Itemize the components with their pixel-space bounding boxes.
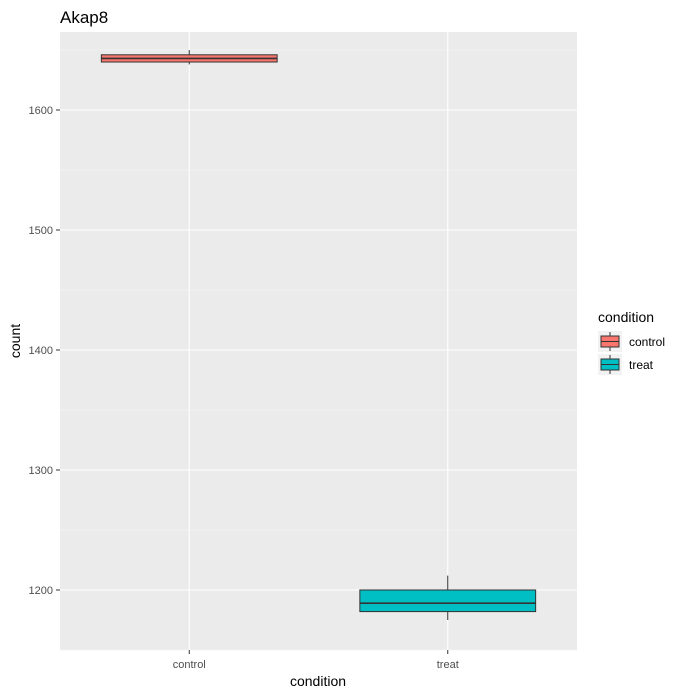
legend-label: control (629, 335, 665, 349)
x-axis-title: condition (290, 673, 346, 689)
plot-panel (60, 32, 577, 650)
legend-label: treat (629, 358, 654, 372)
y-tick-label: 1600 (29, 105, 53, 117)
box-body (359, 589, 537, 613)
x-tick-label: treat (437, 659, 459, 671)
y-tick-label: 1400 (29, 345, 53, 357)
box-control (100, 50, 278, 65)
x-axis-ticks: control treat (173, 650, 459, 671)
y-tick-label: 1200 (29, 585, 53, 597)
boxplots (100, 50, 537, 620)
chart-title: Akap8 (60, 8, 108, 27)
gridlines (60, 32, 577, 651)
box-treat (359, 575, 537, 620)
y-axis-title: count (7, 324, 23, 358)
legend-item-treat: treat (598, 354, 654, 375)
x-tick-label: control (173, 659, 206, 671)
y-tick-label: 1300 (29, 465, 53, 477)
y-tick-label: 1500 (29, 225, 53, 237)
legend-title: condition (598, 309, 654, 325)
legend: condition control treat (598, 309, 665, 375)
legend-item-control: control (598, 331, 665, 352)
y-axis-ticks: 1200 1300 1400 1500 1600 (29, 105, 60, 597)
